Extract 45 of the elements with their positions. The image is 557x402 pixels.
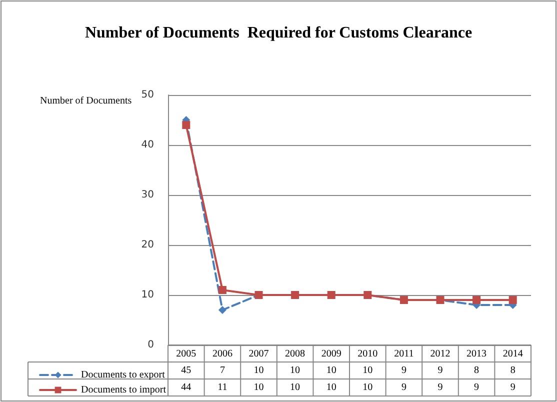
data-label: 11 — [218, 382, 228, 393]
point — [182, 121, 190, 129]
y-tick-label: 30 — [141, 190, 154, 200]
y-tick-label: 10 — [141, 290, 154, 300]
x-tick-label: 2011 — [394, 348, 414, 360]
data-label: 10 — [362, 365, 373, 376]
x-tick-label: 2013 — [466, 348, 487, 360]
legend-label: Documents to import — [81, 384, 166, 396]
data-label: 8 — [474, 365, 480, 376]
x-tick-label: 2007 — [248, 348, 269, 360]
y-axis-title: Number of Documents — [40, 96, 132, 106]
data-label: 10 — [326, 365, 336, 376]
point — [472, 296, 481, 304]
y-tick-label: 40 — [141, 140, 154, 150]
data-label: 10 — [362, 382, 373, 393]
x-tick-label: 2008 — [285, 348, 306, 360]
data-label: 9 — [438, 382, 443, 393]
data-label: 9 — [401, 382, 406, 393]
data-label: 9 — [438, 365, 443, 376]
x-tick-label: 2005 — [176, 348, 196, 360]
chart-title: Number of Documents Required for Customs Clearance — [84, 24, 472, 42]
data-label: 10 — [290, 365, 300, 376]
x-tick-label: 2014 — [502, 348, 523, 360]
data-label: 44 — [181, 382, 192, 393]
point — [218, 286, 226, 294]
y-tick-label: 20 — [141, 240, 154, 250]
data-label: 9 — [401, 365, 406, 376]
data-label: 9 — [474, 382, 480, 393]
x-tick-label: 2012 — [430, 348, 450, 360]
data-label: 9 — [510, 382, 516, 393]
point — [508, 296, 517, 304]
x-tick-label: 2009 — [321, 348, 342, 360]
data-label: 7 — [220, 365, 225, 376]
data-label: 10 — [290, 382, 300, 393]
data-label: 8 — [510, 365, 516, 376]
data-label: 10 — [254, 382, 264, 393]
legend-label: Documents to export — [81, 370, 166, 380]
data-label: 45 — [181, 365, 192, 376]
y-tick-label: 50 — [141, 90, 154, 100]
data-label: 10 — [326, 382, 336, 393]
x-tick-label: 2010 — [358, 348, 378, 360]
data-label: 10 — [254, 365, 264, 376]
x-tick-label: 2006 — [212, 348, 232, 360]
point — [218, 306, 226, 314]
y-tick-label: 0 — [148, 340, 154, 350]
